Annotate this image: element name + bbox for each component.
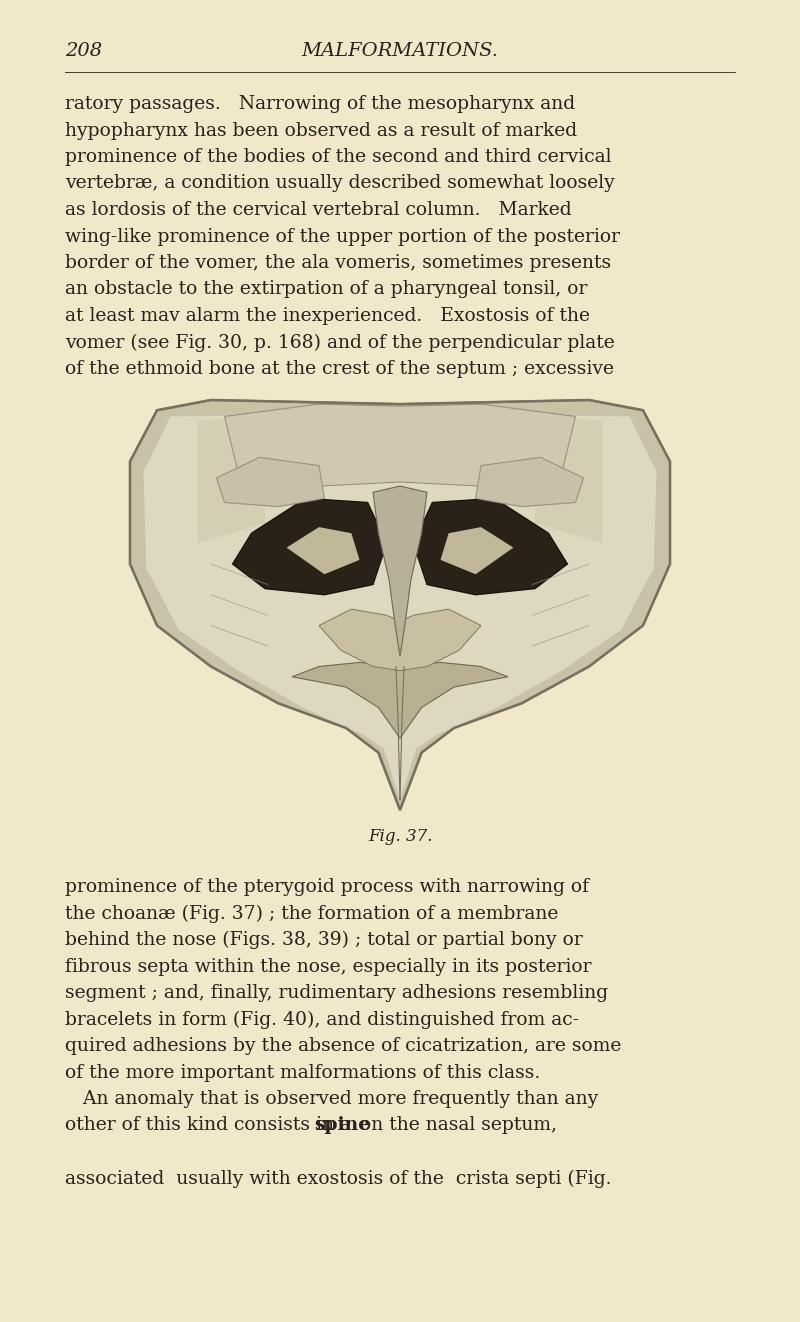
Text: quired adhesions by the absence of cicatrization, are some: quired adhesions by the absence of cicat… [65, 1036, 622, 1055]
Text: bracelets in form (Fig. 40), and distinguished from ac-: bracelets in form (Fig. 40), and disting… [65, 1010, 579, 1029]
Polygon shape [198, 414, 265, 543]
Text: as lordosis of the cervical vertebral column.   Marked: as lordosis of the cervical vertebral co… [65, 201, 572, 219]
Polygon shape [233, 498, 386, 595]
Text: at least mav alarm the inexperienced.   Exostosis of the: at least mav alarm the inexperienced. Ex… [65, 307, 590, 325]
Text: wing-like prominence of the upper portion of the posterior: wing-like prominence of the upper portio… [65, 227, 620, 246]
Text: the choanæ (Fig. 37) ; the formation of a membrane: the choanæ (Fig. 37) ; the formation of … [65, 904, 558, 923]
Text: other of this kind consists in a: other of this kind consists in a [65, 1117, 357, 1134]
Text: vomer (see Fig. 30, p. 168) and of the perpendicular plate: vomer (see Fig. 30, p. 168) and of the p… [65, 333, 614, 352]
Text: hypopharynx has been observed as a result of marked: hypopharynx has been observed as a resul… [65, 122, 577, 140]
Polygon shape [535, 414, 602, 543]
Text: an obstacle to the extirpation of a pharyngeal tonsil, or: an obstacle to the extirpation of a phar… [65, 280, 587, 299]
Text: fibrous septa within the nose, especially in its posterior: fibrous septa within the nose, especiall… [65, 957, 591, 976]
Polygon shape [373, 486, 427, 656]
Polygon shape [286, 527, 359, 574]
Polygon shape [319, 609, 481, 670]
Polygon shape [216, 457, 325, 506]
Text: prominence of the bodies of the second and third cervical: prominence of the bodies of the second a… [65, 148, 611, 167]
Text: on the nasal septum,: on the nasal septum, [354, 1117, 557, 1134]
Text: ratory passages.   Narrowing of the mesopharynx and: ratory passages. Narrowing of the mesoph… [65, 95, 575, 112]
Text: prominence of the pterygoid process with narrowing of: prominence of the pterygoid process with… [65, 878, 589, 896]
Polygon shape [441, 527, 514, 574]
Text: vertebræ, a condition usually described somewhat loosely: vertebræ, a condition usually described … [65, 175, 614, 193]
Text: MALFORMATIONS.: MALFORMATIONS. [302, 42, 498, 59]
Text: of the more important malformations of this class.: of the more important malformations of t… [65, 1063, 540, 1081]
Text: 208: 208 [65, 42, 102, 59]
Text: spine: spine [314, 1117, 370, 1134]
Text: of the ethmoid bone at the crest of the septum ; excessive: of the ethmoid bone at the crest of the … [65, 360, 614, 378]
Text: segment ; and, finally, rudimentary adhesions resembling: segment ; and, finally, rudimentary adhe… [65, 984, 608, 1002]
Polygon shape [475, 457, 584, 506]
Polygon shape [130, 401, 670, 810]
Polygon shape [414, 498, 567, 595]
Polygon shape [225, 405, 575, 486]
Text: associated  usually with exostosis of the  crista septi (Fig.: associated usually with exostosis of the… [65, 1170, 611, 1187]
Text: Fig. 37.: Fig. 37. [368, 828, 432, 845]
Polygon shape [143, 414, 657, 800]
Text: border of the vomer, the ala vomeris, sometimes presents: border of the vomer, the ala vomeris, so… [65, 254, 611, 272]
Text: An anomaly that is observed more frequently than any: An anomaly that is observed more frequen… [65, 1091, 598, 1108]
Polygon shape [292, 662, 508, 738]
Text: behind the nose (Figs. 38, 39) ; total or partial bony or: behind the nose (Figs. 38, 39) ; total o… [65, 931, 582, 949]
